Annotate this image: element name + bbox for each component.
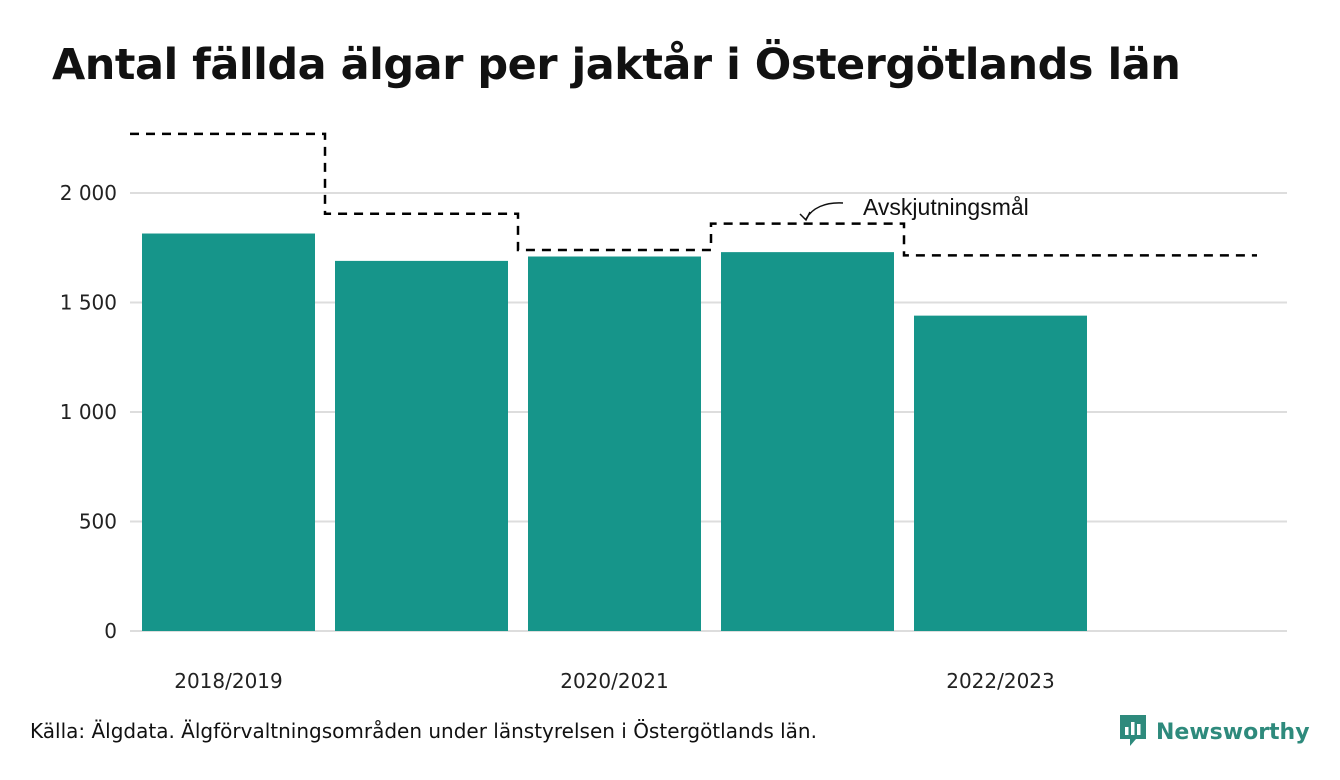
x-tick-label: 2022/2023 bbox=[946, 669, 1055, 693]
brand-name: Newsworthy bbox=[1156, 719, 1310, 745]
y-tick-label: 0 bbox=[104, 619, 117, 643]
bar bbox=[142, 233, 315, 631]
bar bbox=[914, 315, 1087, 631]
y-tick-label: 1 500 bbox=[60, 291, 117, 315]
y-tick-label: 1 000 bbox=[60, 400, 117, 424]
annotation-label: Avskjutningsmål bbox=[863, 194, 1029, 220]
x-axis-tick-labels: 2018/2019 2020/2021 2022/2023 bbox=[174, 669, 1055, 693]
brand-logo: Newsworthy bbox=[1118, 713, 1310, 751]
grid-lines bbox=[130, 192, 1287, 632]
bar bbox=[335, 260, 508, 631]
goal-step-line bbox=[130, 132, 1257, 257]
chart-title: Antal fällda älgar per jaktår i Östergöt… bbox=[52, 40, 1181, 90]
annotation-arrow bbox=[805, 202, 844, 220]
bars bbox=[142, 233, 1087, 631]
x-tick-label: 2020/2021 bbox=[560, 669, 669, 693]
source-note: Källa: Älgdata. Älgförvaltningsområden u… bbox=[30, 719, 817, 743]
goal-annotation: Avskjutningsmål bbox=[799, 194, 1029, 222]
y-tick-label: 500 bbox=[79, 510, 117, 534]
annotation-arrowhead bbox=[799, 211, 811, 222]
goal-line bbox=[130, 132, 1257, 257]
bar-chart-speech-bubble-icon bbox=[1118, 713, 1148, 751]
y-axis-tick-labels: 0 500 1 000 1 500 2 000 bbox=[60, 181, 117, 643]
bar bbox=[721, 252, 894, 631]
y-tick-label: 2 000 bbox=[60, 181, 117, 205]
x-tick-label: 2018/2019 bbox=[174, 669, 283, 693]
bar bbox=[528, 256, 701, 631]
